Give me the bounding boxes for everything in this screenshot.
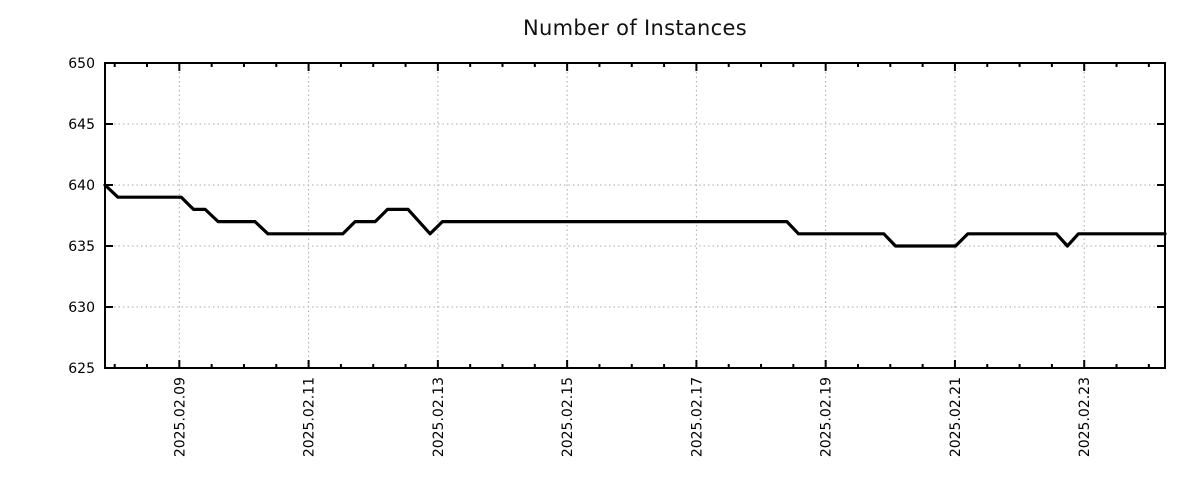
y-tick-label: 625 <box>68 361 95 377</box>
x-tick-label: 2025.02.21 <box>948 377 964 457</box>
x-tick-label: 2025.02.23 <box>1077 377 1093 457</box>
y-tick-label: 630 <box>68 300 95 316</box>
chart-title: Number of Instances <box>523 16 747 40</box>
plot-border <box>104 62 1166 369</box>
x-tick-label: 2025.02.15 <box>560 377 576 457</box>
x-tick-label: 2025.02.11 <box>302 377 318 457</box>
y-tick-label: 635 <box>68 239 95 255</box>
x-tick-label: 2025.02.13 <box>431 377 447 457</box>
instances-line <box>103 183 1167 248</box>
y-tick-label: 650 <box>68 56 95 72</box>
x-tick-label: 2025.02.09 <box>172 377 188 457</box>
y-tick-label: 640 <box>68 178 95 194</box>
x-tick-label: 2025.02.19 <box>819 377 835 457</box>
y-tick-label: 645 <box>68 117 95 133</box>
x-tick-label: 2025.02.17 <box>689 377 705 457</box>
